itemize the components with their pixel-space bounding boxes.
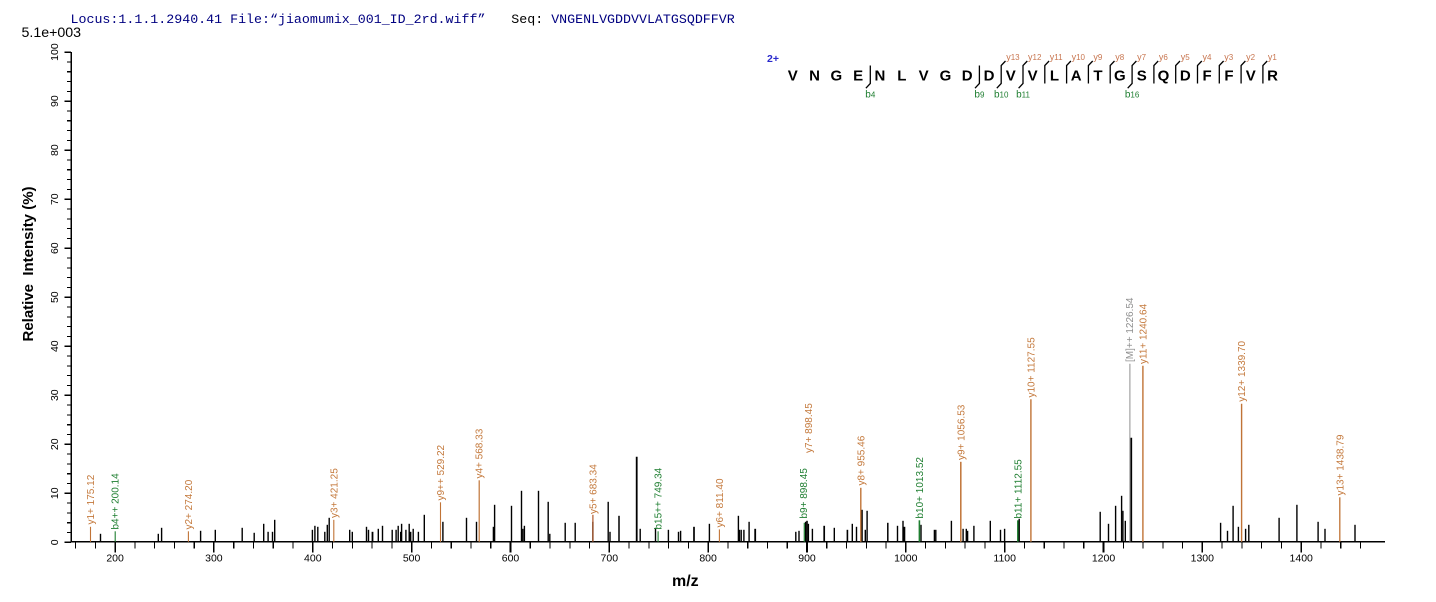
svg-text:60: 60: [49, 242, 61, 254]
svg-text:E: E: [853, 68, 863, 85]
svg-text:F: F: [1224, 68, 1233, 85]
svg-text:F: F: [1203, 68, 1212, 85]
svg-text:y5+ 683.34: y5+ 683.34: [588, 464, 599, 514]
svg-text:2+: 2+: [767, 53, 779, 65]
svg-text:y10: y10: [1072, 52, 1086, 62]
svg-text:y6+ 811.40: y6+ 811.40: [715, 478, 726, 527]
svg-text:G: G: [940, 68, 952, 85]
svg-text:800: 800: [699, 553, 717, 565]
svg-text:y1+ 175.12: y1+ 175.12: [86, 474, 97, 524]
svg-text:700: 700: [601, 553, 619, 565]
svg-text:1400: 1400: [1290, 553, 1314, 565]
svg-text:b10: b10: [994, 89, 1009, 100]
svg-text:1200: 1200: [1092, 553, 1116, 565]
svg-text:0: 0: [49, 539, 61, 545]
svg-text:y10+ 1127.55: y10+ 1127.55: [1026, 337, 1037, 398]
svg-text:V: V: [1006, 68, 1016, 85]
svg-text:Locus:1.1.1.2940.41 File:“jiao: Locus:1.1.1.2940.41 File:“jiaomumix_001_…: [71, 12, 486, 27]
svg-text:y2+ 274.20: y2+ 274.20: [184, 479, 195, 529]
svg-text:T: T: [1093, 68, 1102, 85]
svg-text:y8: y8: [1115, 52, 1125, 62]
svg-text:400: 400: [304, 553, 322, 565]
svg-text:VNGENLVGDDVVLATGSQDFFVR: VNGENLVGDDVVLATGSQDFFVR: [551, 12, 735, 27]
svg-text:y11+ 1240.64: y11+ 1240.64: [1138, 303, 1149, 364]
svg-text:y9++ 529.22: y9++ 529.22: [436, 444, 447, 500]
svg-text:b15++ 749.34: b15++ 749.34: [654, 467, 665, 529]
svg-text:90: 90: [49, 95, 61, 107]
svg-text:y12: y12: [1028, 52, 1042, 62]
svg-text:b4: b4: [865, 89, 876, 100]
svg-text:900: 900: [798, 553, 816, 565]
svg-text:L: L: [1050, 68, 1059, 85]
svg-text:20: 20: [49, 438, 61, 450]
svg-text:V: V: [1028, 68, 1038, 85]
svg-text:A: A: [1071, 68, 1082, 85]
svg-text:[M]++ 1226.54: [M]++ 1226.54: [1125, 297, 1136, 362]
svg-text:Seq:: Seq:: [511, 12, 543, 27]
svg-text:S: S: [1137, 68, 1147, 85]
svg-text:y5: y5: [1181, 52, 1191, 62]
svg-text:y11: y11: [1050, 52, 1063, 62]
svg-text:y2: y2: [1246, 52, 1256, 62]
svg-text:y13: y13: [1006, 52, 1020, 62]
svg-text:N: N: [874, 68, 885, 85]
svg-text:y4: y4: [1203, 52, 1213, 62]
svg-text:y8+ 955.46: y8+ 955.46: [856, 435, 867, 485]
svg-text:G: G: [1114, 68, 1126, 85]
svg-text:y1: y1: [1268, 52, 1278, 62]
svg-text:10: 10: [49, 487, 61, 499]
svg-text:y3: y3: [1224, 52, 1234, 62]
svg-text:5.1e+003: 5.1e+003: [22, 25, 82, 41]
svg-text:80: 80: [49, 144, 61, 156]
svg-text:40: 40: [49, 340, 61, 352]
svg-text:600: 600: [502, 553, 520, 565]
svg-text:y7: y7: [1137, 52, 1147, 62]
svg-text:R: R: [1267, 68, 1278, 85]
svg-text:b4++ 200.14: b4++ 200.14: [111, 473, 122, 530]
svg-text:b11+ 1112.55: b11+ 1112.55: [1013, 459, 1024, 519]
svg-text:y9+ 1056.53: y9+ 1056.53: [956, 404, 967, 460]
svg-text:1300: 1300: [1191, 553, 1215, 565]
svg-text:1000: 1000: [894, 553, 918, 565]
svg-text:b9: b9: [974, 89, 985, 100]
svg-text:30: 30: [49, 389, 61, 401]
svg-text:y3+ 421.25: y3+ 421.25: [329, 468, 340, 518]
svg-text:1100: 1100: [993, 553, 1016, 565]
svg-text:50: 50: [49, 291, 61, 303]
svg-text:D: D: [1180, 68, 1191, 85]
svg-text:m/z: m/z: [672, 573, 699, 590]
svg-text:500: 500: [403, 553, 421, 565]
svg-text:300: 300: [205, 553, 223, 565]
svg-text:y13+ 1438.79: y13+ 1438.79: [1335, 434, 1346, 495]
svg-text:100: 100: [49, 43, 61, 61]
svg-text:L: L: [897, 68, 906, 85]
svg-text:b10+ 1013.52: b10+ 1013.52: [915, 457, 926, 519]
svg-text:Q: Q: [1158, 68, 1170, 85]
svg-text:V: V: [788, 68, 798, 85]
svg-text:y9: y9: [1093, 52, 1103, 62]
svg-text:200: 200: [106, 553, 124, 565]
svg-text:y12+ 1339.70: y12+ 1339.70: [1237, 340, 1248, 401]
svg-text:b11: b11: [1016, 89, 1030, 100]
svg-text:70: 70: [49, 193, 61, 205]
svg-text:b9+ 898.45: b9+ 898.45: [799, 468, 810, 519]
svg-text:b16: b16: [1125, 89, 1140, 100]
svg-text:D: D: [962, 68, 973, 85]
svg-text:V: V: [1246, 68, 1256, 85]
svg-text:V: V: [919, 68, 929, 85]
svg-text:Relative Intensity (%): Relative Intensity (%): [20, 186, 37, 341]
svg-text:N: N: [809, 68, 820, 85]
svg-text:G: G: [830, 68, 842, 85]
svg-text:D: D: [984, 68, 995, 85]
svg-text:y4+ 568.33: y4+ 568.33: [475, 428, 486, 478]
svg-text:y7+ 898.45: y7+ 898.45: [804, 403, 815, 453]
svg-text:y6: y6: [1159, 52, 1169, 62]
